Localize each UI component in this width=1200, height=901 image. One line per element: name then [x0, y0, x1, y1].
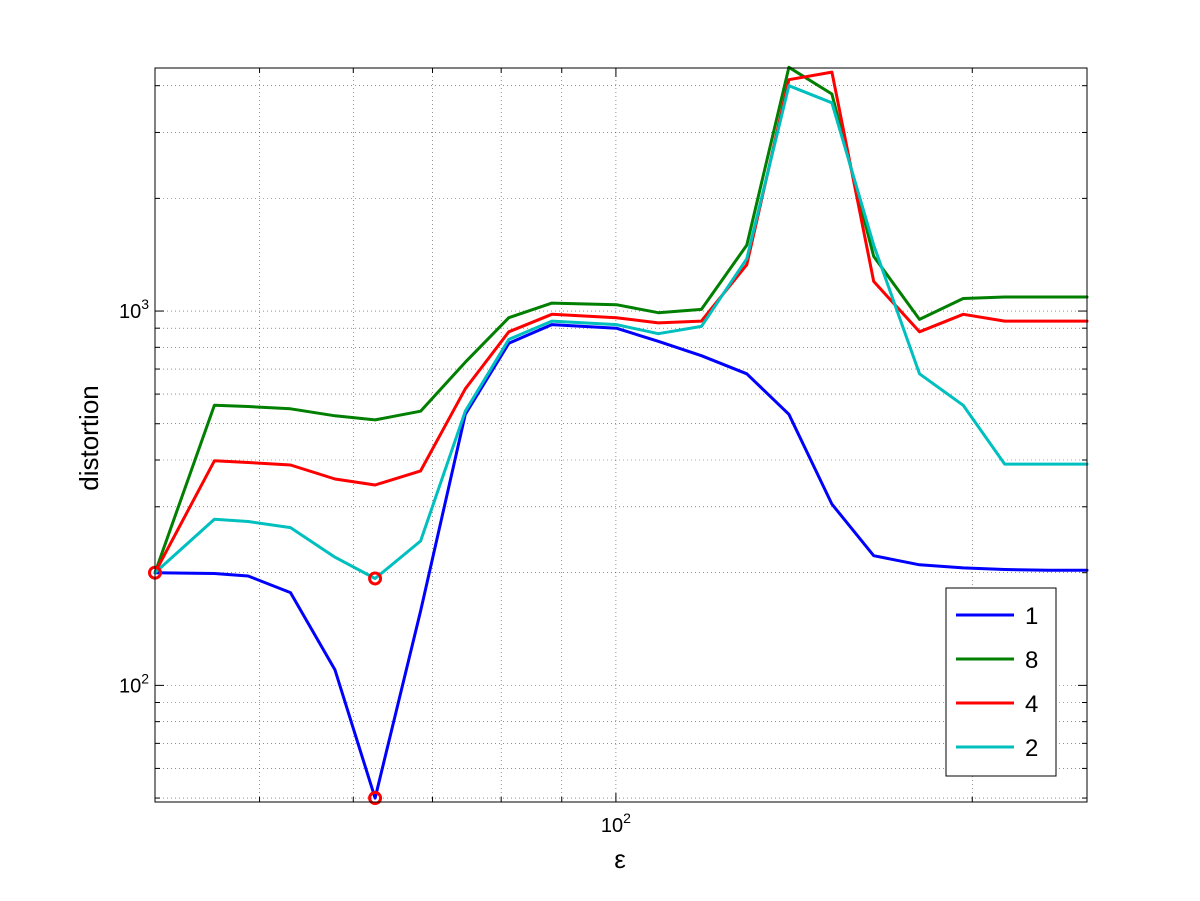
legend-label: 1 [1025, 603, 1038, 630]
legend-label: 2 [1025, 735, 1038, 762]
legend-label: 8 [1025, 647, 1038, 674]
ticks [155, 68, 1087, 802]
plot-frame [154, 67, 1088, 803]
grid [155, 68, 1087, 802]
x-axis-label: ε [614, 844, 626, 874]
marker-circle [368, 571, 383, 586]
series-line-4 [153, 70, 1089, 575]
y-tick-label: 102 [119, 670, 149, 697]
y-tick-label: 103 [119, 296, 149, 323]
tick-labels: 102 102 103 [119, 296, 631, 837]
legend-label: 4 [1025, 691, 1038, 718]
x-tick-label: 102 [601, 810, 631, 837]
marker-circle [368, 791, 383, 806]
series-line-1 [153, 323, 1089, 800]
plot-area [155, 68, 1087, 802]
series-line-8 [153, 65, 1089, 575]
y-axis-label: distortion [74, 385, 104, 491]
series-line-2 [153, 84, 1089, 580]
series-layer [153, 65, 1089, 800]
legend-box [945, 587, 1057, 777]
